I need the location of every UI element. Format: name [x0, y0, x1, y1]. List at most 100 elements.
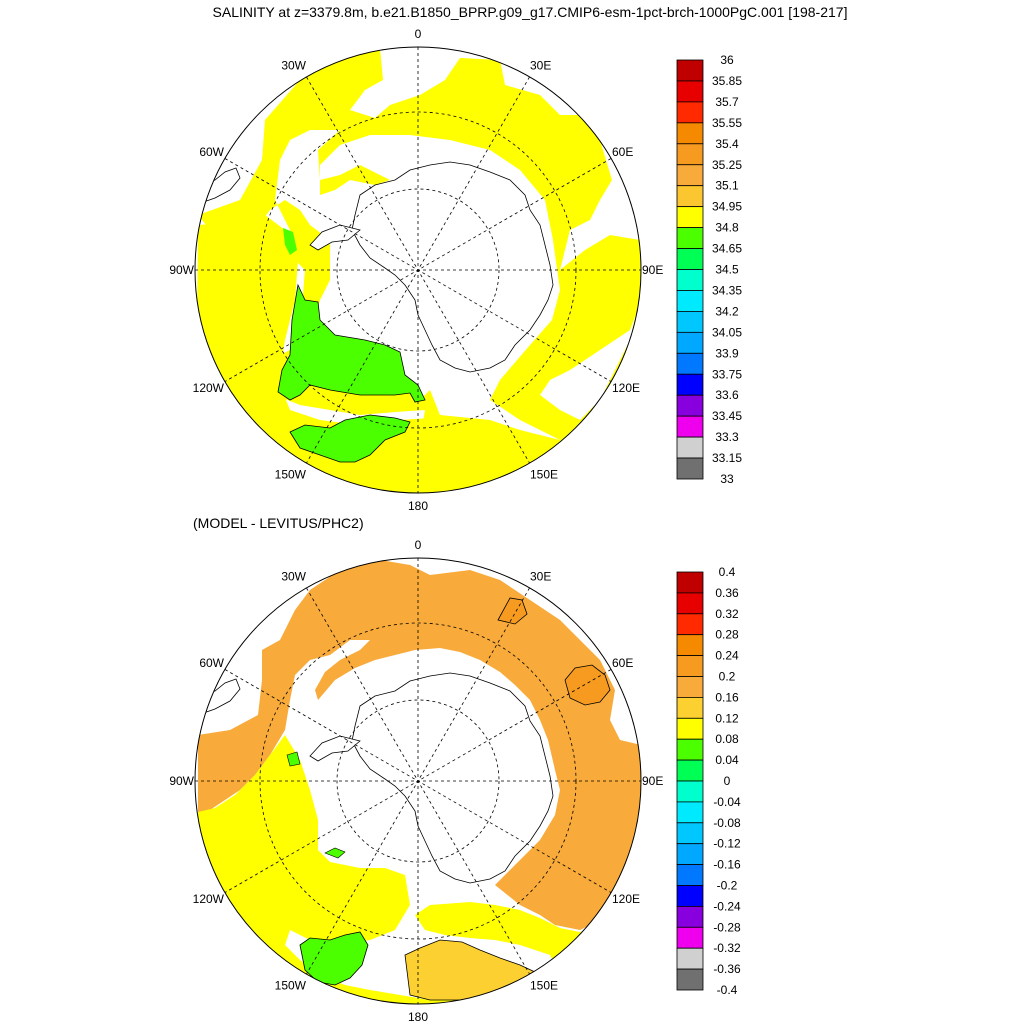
- colorbar-swatch: [676, 80, 704, 103]
- colorbar-swatch: [676, 164, 704, 187]
- colorbar-tick-label: 0.04: [715, 753, 739, 767]
- colorbar-swatch: [676, 436, 704, 459]
- colorbar-swatch: [676, 697, 704, 719]
- colorbar-swatch: [676, 331, 704, 354]
- difference-colorbar: 0.4 0.36 0.32 0.28 0.24 0.2 0.16 0.12 0.08 0.04 0 -…: [676, 565, 741, 997]
- colorbar-tick-label: 33.9: [715, 346, 739, 360]
- colorbar-swatch: [676, 676, 704, 698]
- colorbar-swatch: [676, 143, 704, 166]
- lon-label: 180: [408, 499, 428, 513]
- colorbar-tick-label: 0.32: [715, 607, 739, 621]
- colorbar-tick-label: 33.6: [715, 388, 739, 402]
- colorbar-swatch: [676, 968, 704, 991]
- colorbar-swatch: [676, 864, 704, 886]
- colorbar-swatch: [676, 185, 704, 208]
- difference-region-lightorange: [404, 939, 536, 1001]
- colorbar-swatch: [676, 717, 704, 740]
- colorbar-swatch: [676, 801, 704, 824]
- salinity-polar-map: 0 30E 60E 90E 120E 150E 180 150W 120W 90W 60W 30W: [169, 27, 663, 513]
- colorbar-swatch: [676, 206, 704, 228]
- colorbar-tick-label: 35.85: [712, 74, 742, 88]
- colorbar-tick-label: 34.95: [712, 200, 742, 214]
- difference-region-orange: [198, 560, 641, 930]
- colorbar-tick-label: 0: [724, 774, 731, 788]
- salinity-colorbar: 36 35.85 35.7 35.55 35.4 35.25 35.1 34.95 34.8 34…: [676, 53, 742, 486]
- colorbar-swatch: [676, 394, 704, 417]
- colorbar-tick-label: 36: [720, 53, 734, 67]
- lon-label: 30W: [281, 570, 306, 584]
- colorbar-tick-label: 33.75: [712, 367, 742, 381]
- colorbar-tick-label: 33.3: [715, 430, 739, 444]
- lon-label: 180: [408, 1010, 428, 1024]
- colorbar-swatch: [676, 906, 704, 928]
- lon-label: 30E: [530, 59, 551, 73]
- colorbar-tick-label: 33: [720, 472, 734, 486]
- lon-label: 90E: [642, 774, 663, 788]
- colorbar-tick-label: -0.4: [717, 983, 738, 997]
- colorbar-tick-label: 34.5: [715, 263, 739, 277]
- colorbar-swatch: [676, 457, 704, 480]
- colorbar-swatch: [676, 227, 704, 249]
- lon-label: 0: [415, 538, 422, 552]
- colorbar-tick-label: -0.04: [713, 795, 741, 809]
- graticule: [195, 47, 641, 493]
- colorbar-tick-label: 0.16: [715, 690, 739, 704]
- lon-label: 0: [415, 27, 422, 41]
- colorbar-tick-label: -0.28: [713, 920, 741, 934]
- colorbar-swatch: [676, 926, 704, 949]
- antarctica-coastline: [351, 672, 554, 884]
- colorbar-tick-label: -0.36: [713, 962, 741, 976]
- plot-title: SALINITY at z=3379.8m, b.e21.B1850_BPRP.…: [213, 4, 848, 20]
- colorbar-tick-label: -0.24: [713, 899, 741, 913]
- colorbar-swatch: [676, 947, 704, 970]
- colorbar-swatch: [676, 822, 704, 845]
- colorbar-tick-label: 0.2: [719, 670, 736, 684]
- colorbar-swatch: [676, 373, 704, 396]
- colorbar-swatch: [676, 310, 704, 333]
- colorbar-tick-label: 35.4: [715, 137, 739, 151]
- colorbar-swatch: [676, 843, 704, 866]
- colorbar-tick-label: 33.45: [712, 409, 742, 423]
- colorbar-swatch: [676, 415, 704, 438]
- difference-region-darkorange: [564, 664, 611, 706]
- colorbar-tick-label: 0.12: [715, 711, 739, 725]
- colorbar-swatch: [676, 290, 704, 312]
- colorbar-swatch: [676, 59, 704, 82]
- colorbar-swatch: [676, 571, 704, 594]
- colorbar-tick-label: 33.15: [712, 451, 742, 465]
- colorbar-tick-label: 0.28: [715, 628, 739, 642]
- lon-label: 30W: [281, 59, 306, 73]
- graticule: [195, 558, 641, 1004]
- lon-label: 30E: [530, 570, 551, 584]
- salinity-region-green-south: [289, 414, 411, 463]
- lon-label: 150W: [275, 978, 307, 992]
- colorbar-tick-label: 0.24: [715, 649, 739, 663]
- lon-label: 90E: [642, 263, 663, 277]
- colorbar-swatch: [676, 759, 704, 782]
- lon-label: 120W: [193, 892, 225, 906]
- colorbar-tick-label: 35.25: [712, 158, 742, 172]
- lon-label: 60E: [612, 656, 633, 670]
- colorbar-tick-label: -0.2: [717, 879, 738, 893]
- lon-label: 120E: [612, 381, 640, 395]
- lon-label: 60E: [612, 145, 633, 159]
- lon-label: 120E: [612, 892, 640, 906]
- colorbar-tick-label: 35.55: [712, 116, 742, 130]
- lon-label: 60W: [199, 656, 224, 670]
- colorbar-tick-label: 34.8: [715, 221, 739, 235]
- colorbar-swatch: [676, 885, 704, 907]
- colorbar-swatch: [676, 352, 704, 375]
- salinity-region-green: [277, 283, 426, 403]
- lon-label: 150E: [530, 467, 558, 481]
- lon-label: 60W: [199, 145, 224, 159]
- colorbar-swatch: [676, 613, 704, 636]
- colorbar-swatch: [676, 655, 704, 677]
- colorbar-tick-label: 0.08: [715, 732, 739, 746]
- colorbar-swatch: [676, 269, 704, 291]
- colorbar-swatch: [676, 248, 704, 270]
- colorbar-swatch: [676, 634, 704, 657]
- lon-label: 90W: [169, 774, 194, 788]
- colorbar-tick-label: -0.16: [713, 858, 741, 872]
- colorbar-tick-label: -0.12: [713, 837, 741, 851]
- colorbar-swatch: [676, 122, 704, 145]
